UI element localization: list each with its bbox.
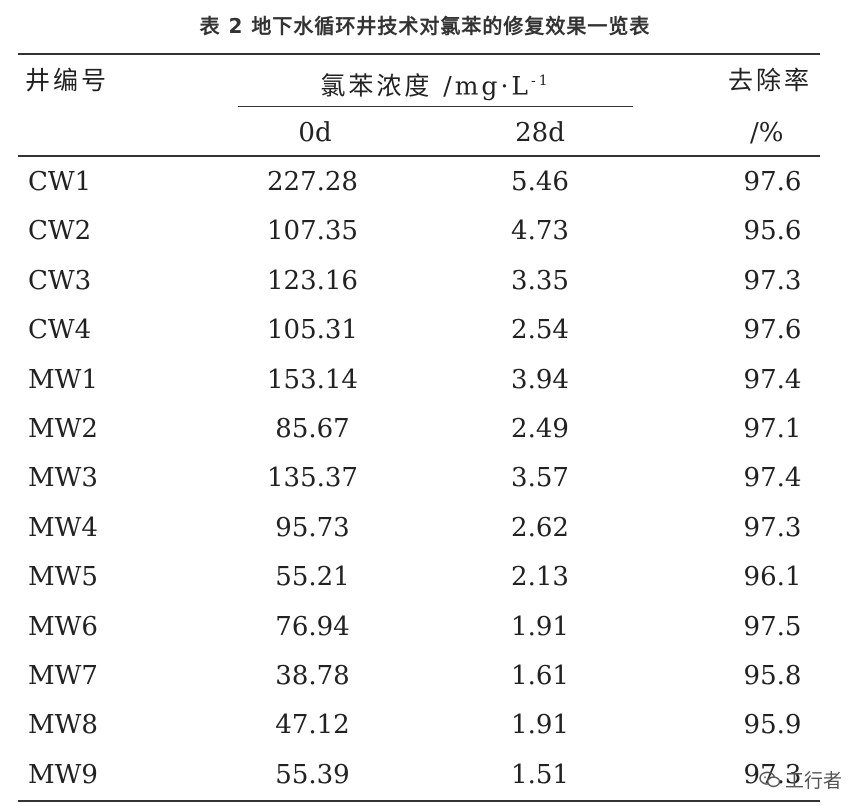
cell-well: MW7 (28, 660, 98, 691)
cell-well: MW5 (28, 562, 98, 593)
cell-rate: 95.6 (743, 216, 802, 247)
header-concentration-sup: -1 (531, 73, 551, 89)
header-sub-rule (238, 106, 633, 107)
watermark: 工行者 (759, 766, 842, 793)
cell-rate: 97.1 (743, 413, 802, 444)
cell-day28: 3.57 (511, 463, 569, 494)
cell-day0: 105.31 (267, 315, 358, 346)
cell-day0: 135.37 (267, 463, 358, 494)
cell-well: CW4 (28, 315, 92, 346)
cell-rate: 97.6 (743, 167, 802, 197)
cell-day0: 38.78 (275, 660, 350, 691)
cell-well: CW1 (28, 167, 92, 197)
cell-rate: 97.3 (743, 265, 802, 296)
cell-day28: 1.91 (511, 611, 569, 642)
cell-well: MW8 (28, 710, 98, 741)
cell-day28: 1.61 (511, 660, 569, 691)
cell-rate: 95.9 (743, 710, 802, 741)
table-row: CW4 105.31 2.54 97.6 (0, 312, 850, 361)
cell-well: CW2 (28, 216, 92, 247)
cell-day28: 1.91 (511, 710, 569, 741)
cell-day28: 3.35 (511, 265, 569, 296)
header-concentration: 氯苯浓度 /mg·L-1 (238, 66, 633, 101)
cell-day28: 5.46 (511, 167, 569, 197)
cell-day0: 85.67 (275, 413, 350, 444)
wechat-icon (759, 771, 781, 787)
cell-day0: 95.73 (275, 512, 350, 543)
cell-well: CW3 (28, 265, 92, 296)
table-row: MW5 55.21 2.13 96.1 (0, 559, 850, 608)
bottom-rule (18, 800, 820, 802)
cell-well: MW2 (28, 413, 98, 444)
cell-well: MW3 (28, 463, 98, 494)
cell-day28: 2.62 (511, 512, 569, 543)
header-day28: 28d (515, 118, 565, 148)
header-bottom-rule (18, 155, 820, 157)
cell-day0: 76.94 (275, 611, 350, 642)
table-row: CW2 107.35 4.73 95.6 (0, 213, 850, 262)
table-row: MW6 76.94 1.91 97.5 (0, 609, 850, 658)
cell-rate: 95.8 (743, 660, 802, 691)
header-removal-unit: /% (750, 118, 784, 148)
cell-rate: 97.4 (743, 364, 802, 395)
cell-well: MW9 (28, 759, 98, 790)
cell-day0: 55.21 (275, 562, 350, 593)
header-concentration-label: 氯苯浓度 /mg·L (320, 71, 531, 101)
cell-day28: 3.94 (511, 364, 569, 395)
cell-day0: 55.39 (275, 759, 350, 790)
cell-day0: 227.28 (267, 167, 358, 197)
table-title: 表 2 地下水循环井技术对氯苯的修复效果一览表 (199, 14, 651, 38)
top-rule (18, 53, 820, 55)
watermark-text: 工行者 (784, 770, 842, 792)
header-day0: 0d (298, 118, 332, 148)
cell-day28: 2.49 (511, 413, 569, 444)
table-row: MW1 153.14 3.94 97.4 (0, 362, 850, 411)
cell-day0: 47.12 (275, 710, 350, 741)
table-row: MW8 47.12 1.91 95.9 (0, 707, 850, 756)
table-row: MW7 38.78 1.61 95.8 (0, 658, 850, 707)
cell-day28: 2.54 (511, 315, 569, 346)
cell-day0: 107.35 (267, 216, 358, 247)
table-row: MW2 85.67 2.49 97.1 (0, 411, 850, 460)
header-removal-rate: 去除率 (728, 66, 813, 95)
cell-day28: 4.73 (511, 216, 569, 247)
cell-rate: 97.6 (743, 315, 802, 346)
cell-day28: 2.13 (511, 562, 569, 593)
cell-well: MW1 (28, 364, 98, 395)
cell-well: MW6 (28, 611, 98, 642)
header-well-id: 井编号 (25, 66, 110, 95)
table-row: MW9 55.39 1.51 97.3 (0, 757, 850, 806)
cell-rate: 97.5 (743, 611, 802, 642)
cell-day0: 123.16 (267, 265, 358, 296)
cell-day0: 153.14 (267, 364, 358, 395)
table-row: CW1 227.28 5.46 97.6 (0, 164, 850, 213)
cell-well: MW4 (28, 512, 98, 543)
cell-rate: 96.1 (743, 562, 802, 593)
table-row: MW3 135.37 3.57 97.4 (0, 460, 850, 509)
cell-rate: 97.3 (743, 512, 802, 543)
cell-rate: 97.4 (743, 463, 802, 494)
table-body: CW1 227.28 5.46 97.6 CW2 107.35 4.73 95.… (0, 164, 850, 806)
table-row: CW3 123.16 3.35 97.3 (0, 263, 850, 312)
cell-day28: 1.51 (511, 759, 569, 790)
table-row: MW4 95.73 2.62 97.3 (0, 510, 850, 559)
